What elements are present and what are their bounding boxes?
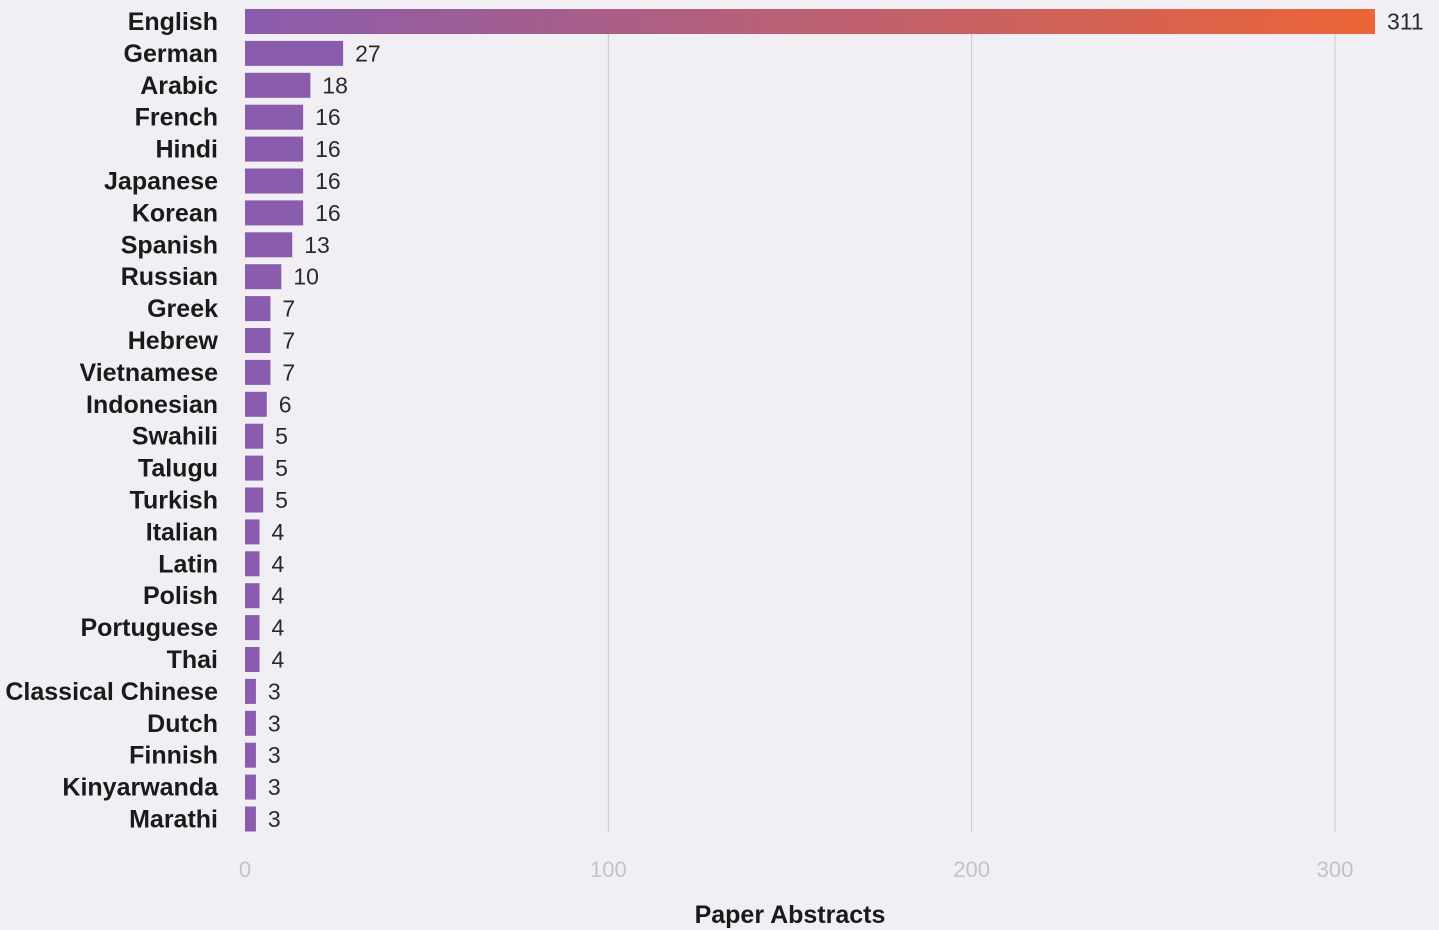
category-label-portuguese: Portuguese — [80, 614, 218, 642]
category-label-spanish: Spanish — [121, 231, 218, 259]
value-label-turkish: 5 — [275, 487, 288, 513]
bar-turkish — [245, 487, 264, 513]
bar-talugu — [245, 455, 264, 481]
category-label-kinyarwanda: Kinyarwanda — [62, 774, 219, 802]
value-label-greek: 7 — [282, 296, 295, 322]
value-label-french: 16 — [315, 104, 341, 130]
bar-hindi — [245, 136, 304, 162]
bar-kinyarwanda — [245, 774, 256, 800]
x-tick-200: 200 — [953, 857, 990, 882]
value-label-spanish: 13 — [304, 232, 330, 258]
value-label-finnish: 3 — [268, 742, 281, 768]
bar-hebrew — [245, 328, 271, 353]
value-label-kinyarwanda: 3 — [268, 774, 281, 800]
bar-russian — [245, 264, 282, 290]
x-tick-0: 0 — [239, 857, 251, 882]
bar-portuguese — [245, 615, 260, 641]
category-label-thai: Thai — [167, 646, 218, 674]
bar-english — [245, 9, 1375, 34]
value-label-indonesian: 6 — [279, 391, 292, 417]
bar-marathi — [245, 806, 256, 832]
category-label-japanese: Japanese — [104, 168, 218, 196]
value-label-german: 27 — [355, 40, 381, 66]
category-label-turkish: Turkish — [130, 487, 218, 515]
x-axis-title: Paper Abstracts — [695, 901, 886, 929]
bar-italian — [245, 519, 260, 545]
value-labels: 311 27 18 16 16 16 16 13 10 7 7 7 6 5 5 5 4 4 4 4 4 3 3 3 3 3 — [268, 9, 1424, 833]
value-label-russian: 10 — [293, 264, 319, 290]
category-label-italian: Italian — [146, 518, 218, 546]
category-label-dutch: Dutch — [147, 710, 218, 738]
category-label-marathi: Marathi — [129, 806, 218, 834]
value-label-english: 311 — [1387, 9, 1424, 35]
bar-korean — [245, 200, 304, 226]
category-label-talugu: Talugu — [138, 455, 218, 483]
category-label-korean: Korean — [132, 199, 218, 227]
value-label-portuguese: 4 — [272, 615, 285, 641]
value-label-japanese: 16 — [315, 168, 341, 194]
x-tick-100: 100 — [590, 857, 627, 882]
grid-lines — [607, 33, 1336, 832]
bar-polish — [245, 583, 260, 609]
bars — [245, 9, 1375, 832]
category-label-indonesian: Indonesian — [86, 391, 218, 419]
bar-french — [245, 104, 304, 130]
bar-latin — [245, 551, 260, 577]
bar-thai — [245, 647, 260, 672]
category-label-swahili: Swahili — [132, 423, 218, 451]
category-label-vietnamese: Vietnamese — [79, 359, 218, 387]
category-label-hebrew: Hebrew — [128, 327, 219, 355]
category-label-russian: Russian — [121, 263, 218, 291]
bar-spanish — [245, 232, 293, 258]
bar-finnish — [245, 742, 256, 768]
bar-indonesian — [245, 391, 267, 417]
value-label-hebrew: 7 — [282, 328, 295, 354]
value-label-thai: 4 — [272, 647, 285, 673]
value-label-classical-chinese: 3 — [268, 678, 281, 704]
category-label-classical-chinese: Classical Chinese — [5, 678, 218, 706]
category-label-french: French — [135, 104, 218, 132]
value-label-korean: 16 — [315, 200, 341, 226]
value-label-marathi: 3 — [268, 806, 281, 832]
bar-japanese — [245, 168, 304, 194]
bar-german — [245, 40, 344, 66]
bar-dutch — [245, 710, 256, 736]
category-label-english: English — [128, 8, 218, 36]
bar-swahili — [245, 423, 264, 449]
category-label-greek: Greek — [147, 295, 218, 323]
value-label-hindi: 16 — [315, 136, 341, 162]
category-labels: English German Arabic French Hindi Japanese Ko… — [5, 8, 219, 834]
category-label-latin: Latin — [158, 550, 218, 578]
value-label-swahili: 5 — [275, 423, 288, 449]
value-label-talugu: 5 — [275, 455, 288, 481]
value-label-polish: 4 — [272, 583, 285, 609]
bar-classical-chinese — [245, 678, 256, 704]
value-label-dutch: 3 — [268, 710, 281, 736]
value-label-arabic: 18 — [322, 72, 348, 98]
category-label-arabic: Arabic — [140, 72, 218, 100]
x-axis-ticks: 0 100 200 300 — [239, 857, 1353, 882]
value-label-italian: 4 — [272, 519, 285, 545]
value-label-vietnamese: 7 — [282, 359, 295, 385]
x-tick-300: 300 — [1317, 857, 1354, 882]
bar-arabic — [245, 72, 311, 98]
bar-vietnamese — [245, 359, 271, 385]
bar-greek — [245, 296, 271, 322]
category-label-finnish: Finnish — [129, 742, 218, 770]
category-label-hindi: Hindi — [156, 136, 219, 164]
category-label-german: German — [124, 40, 218, 68]
category-label-polish: Polish — [143, 582, 218, 610]
value-label-latin: 4 — [272, 551, 285, 577]
